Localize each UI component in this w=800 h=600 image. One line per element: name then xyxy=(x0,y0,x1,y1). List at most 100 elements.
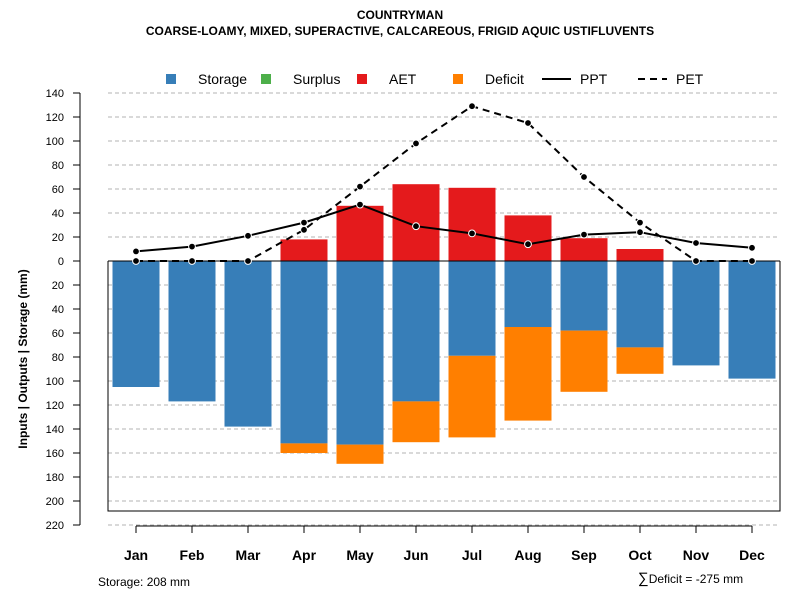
pet-point-aug xyxy=(524,119,532,127)
y-tick-label-3: 80 xyxy=(52,160,64,172)
deficit-bar-oct xyxy=(616,347,664,374)
y-tick-label-12: 100 xyxy=(46,376,64,388)
y-tick-label-8: 20 xyxy=(52,280,64,292)
y-axis-label: Inputs | Outputs | Storage (mm) xyxy=(16,269,30,448)
aet-bar-apr xyxy=(280,239,328,261)
sigma-icon: ∑ xyxy=(638,570,649,587)
plot-frame xyxy=(107,261,781,512)
x-tick-label-sep: Sep xyxy=(571,547,597,563)
x-tick-label-feb: Feb xyxy=(180,547,205,563)
pet-point-feb xyxy=(188,257,196,265)
legend-swatch-surplus xyxy=(261,74,271,84)
storage-bar-apr xyxy=(280,261,328,444)
ppt-point-jul xyxy=(468,229,476,238)
y-tick-label-18: 220 xyxy=(46,520,64,532)
y-tick-label-7: 0 xyxy=(58,256,64,268)
storage-bar-jul xyxy=(448,261,496,356)
x-tick-label-apr: Apr xyxy=(292,547,317,563)
storage-bar-sep xyxy=(560,261,608,331)
ppt-point-jan xyxy=(132,247,140,256)
ppt-point-dec xyxy=(748,243,756,252)
y-tick-label-10: 60 xyxy=(52,328,64,340)
aet-bar-aug xyxy=(504,215,552,261)
aet-bar-may xyxy=(336,205,384,261)
pet-point-apr xyxy=(300,225,308,234)
ppt-line xyxy=(135,203,753,253)
y-tick-label-17: 200 xyxy=(46,496,64,508)
ppt-point-feb xyxy=(188,242,196,251)
pet-point-jul xyxy=(468,102,476,111)
y-tick-label-4: 60 xyxy=(52,184,64,196)
y-tick-label-1: 120 xyxy=(46,112,64,124)
aet-bar-sep xyxy=(560,238,608,261)
ppt-point-may xyxy=(356,200,364,209)
legend-swatch-storage xyxy=(166,74,176,84)
x-tick-label-jun: Jun xyxy=(404,547,429,563)
y-tick-label-13: 120 xyxy=(46,400,64,412)
y-tick-label-9: 40 xyxy=(52,304,64,316)
x-tick-label-nov: Nov xyxy=(683,547,710,563)
legend-label-storage: Storage xyxy=(198,71,247,87)
x-tick-label-oct: Oct xyxy=(628,547,652,563)
legend-label-deficit: Deficit xyxy=(485,71,524,87)
pet-point-jan xyxy=(132,257,140,265)
y-tick-label-6: 20 xyxy=(52,232,64,244)
ppt-point-aug xyxy=(524,240,532,249)
deficit-total-label: Deficit = -275 mm xyxy=(648,572,744,586)
x-tick-label-dec: Dec xyxy=(739,547,765,563)
y-tick-label-5: 40 xyxy=(52,208,64,220)
deficit-bar-may xyxy=(336,444,384,464)
aet-bar-jul xyxy=(448,187,496,261)
ppt-point-jun xyxy=(412,222,420,231)
y-tick-label-0: 140 xyxy=(46,88,64,100)
storage-bar-dec xyxy=(728,261,776,379)
aet-bar-oct xyxy=(616,249,664,261)
chart-title: COUNTRYMAN xyxy=(356,8,444,22)
ppt-point-nov xyxy=(692,239,700,247)
pet-point-sep xyxy=(580,173,588,181)
x-tick-label-mar: Mar xyxy=(236,547,261,563)
legend-swatch-aet xyxy=(357,74,367,84)
y-tick-label-2: 100 xyxy=(46,136,64,148)
deficit-total: ∑Deficit = -275 mm xyxy=(638,570,743,587)
legend-label-pet: PET xyxy=(676,71,704,87)
y-tick-label-15: 160 xyxy=(46,448,64,460)
deficit-bar-sep xyxy=(560,330,608,392)
y-tick-label-11: 80 xyxy=(52,352,64,364)
pet-line xyxy=(136,105,752,262)
storage-bar-feb xyxy=(168,261,216,402)
y-tick-label-14: 140 xyxy=(46,424,64,436)
pet-point-may xyxy=(356,182,364,191)
pet-point-nov xyxy=(692,257,700,265)
deficit-bar-jul xyxy=(448,355,496,438)
pet-point-jun xyxy=(412,139,420,148)
ppt-point-mar xyxy=(244,231,252,240)
deficit-bar-apr xyxy=(280,443,328,453)
x-tick-label-aug: Aug xyxy=(514,547,541,563)
ppt-point-sep xyxy=(580,230,588,239)
storage-bar-jan xyxy=(112,261,160,387)
storage-bar-may xyxy=(336,261,384,445)
ppt-point-apr xyxy=(300,218,308,227)
legend-label-surplus: Surplus xyxy=(293,71,340,87)
ppt-point-oct xyxy=(636,228,644,237)
legend-label-aet: AET xyxy=(389,71,417,87)
y-tick-label-16: 180 xyxy=(46,472,64,484)
deficit-bar-jun xyxy=(392,401,440,443)
pet-point-dec xyxy=(748,257,756,265)
storage-bar-mar xyxy=(224,261,272,427)
deficit-bar-aug xyxy=(504,327,552,421)
storage-bar-nov xyxy=(672,261,720,366)
pet-point-mar xyxy=(244,257,252,265)
storage-bar-oct xyxy=(616,261,664,348)
x-tick-label-may: May xyxy=(346,547,373,563)
storage-bar-jun xyxy=(392,261,440,402)
storage-bar-aug xyxy=(504,261,552,327)
legend-swatch-deficit xyxy=(453,74,463,84)
storage-total: Storage: 208 mm xyxy=(98,575,191,589)
chart-subtitle: COARSE-LOAMY, MIXED, SUPERACTIVE, CALCAR… xyxy=(145,24,655,38)
pet-point-oct xyxy=(636,218,644,227)
legend-label-ppt: PPT xyxy=(580,71,608,87)
x-tick-label-jul: Jul xyxy=(462,547,482,563)
